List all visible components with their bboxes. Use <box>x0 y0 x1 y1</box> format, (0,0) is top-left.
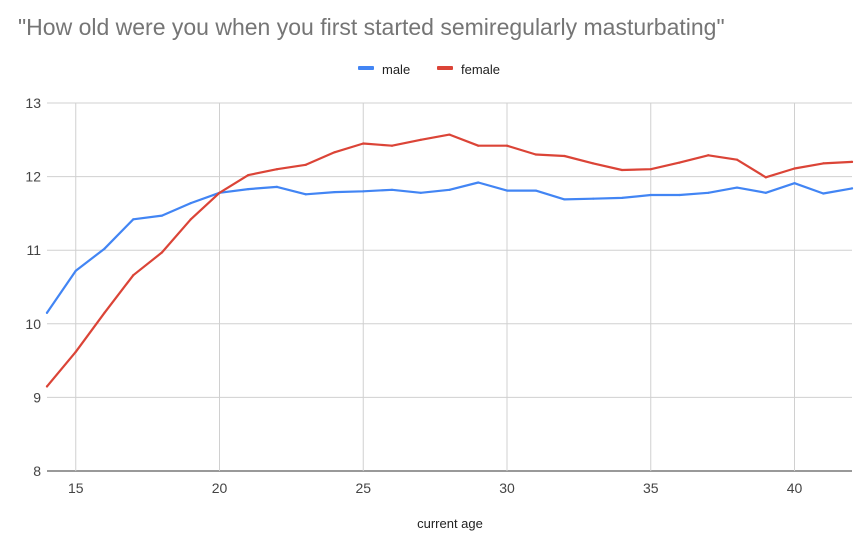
x-tick-label: 20 <box>212 480 228 496</box>
y-tick-label: 12 <box>25 169 41 185</box>
data-point-female <box>218 191 221 194</box>
data-point-female <box>563 154 566 158</box>
x-axis-ticks: 15 20 25 30 35 40 <box>68 480 803 496</box>
x-tick-label: 25 <box>355 480 371 496</box>
data-point-male <box>74 269 77 272</box>
data-point-male <box>45 311 49 314</box>
data-point-female <box>132 274 135 277</box>
data-point-male <box>764 191 767 194</box>
data-point-male <box>160 214 164 217</box>
data-point-male <box>563 198 566 201</box>
data-point-female <box>735 158 739 161</box>
y-tick-label: 8 <box>33 463 41 479</box>
series-line-male <box>45 181 854 314</box>
x-tick-label: 35 <box>643 480 659 496</box>
data-point-female <box>362 142 365 145</box>
x-axis-label: current age <box>417 516 483 531</box>
data-point-male <box>534 189 537 192</box>
data-point-male <box>793 182 796 185</box>
data-point-male <box>678 193 681 197</box>
data-point-male <box>649 193 652 197</box>
data-point-male <box>189 201 192 205</box>
data-point-male <box>448 188 451 191</box>
data-point-female <box>707 154 710 157</box>
y-tick-label: 10 <box>25 316 41 332</box>
data-point-female <box>678 161 681 164</box>
data-point-male <box>362 190 365 193</box>
legend: male female <box>358 62 500 77</box>
data-point-female <box>45 385 49 388</box>
x-tick-label: 40 <box>787 480 803 496</box>
data-point-female <box>333 151 336 154</box>
data-point-female <box>822 162 825 165</box>
data-point-female <box>419 138 422 141</box>
x-tick-label: 15 <box>68 480 84 496</box>
data-point-male <box>822 192 825 195</box>
data-point-male <box>419 191 422 194</box>
y-tick-label: 11 <box>26 242 41 258</box>
data-point-female <box>247 174 250 177</box>
data-point-male <box>247 188 250 191</box>
gridlines <box>47 102 852 472</box>
data-point-female <box>793 167 796 170</box>
x-tick-label: 30 <box>499 480 515 496</box>
data-point-male <box>304 193 307 196</box>
data-point-female <box>103 311 106 314</box>
data-point-male <box>505 189 509 192</box>
chart-title: "How old were you when you first started… <box>18 14 725 40</box>
data-point-female <box>189 218 192 221</box>
y-axis-ticks: 8 9 10 11 12 13 <box>25 95 41 479</box>
data-point-female <box>304 163 307 166</box>
data-point-male <box>275 185 279 189</box>
data-point-female <box>850 160 854 163</box>
data-point-male <box>850 187 854 190</box>
data-point-female <box>534 153 537 156</box>
data-point-female <box>275 168 279 171</box>
data-point-female <box>477 144 480 147</box>
data-point-male <box>592 197 595 200</box>
data-point-female <box>620 168 624 172</box>
legend-swatch-female <box>437 66 453 70</box>
data-point-female <box>505 144 509 147</box>
legend-label-female: female <box>461 62 500 77</box>
data-point-male <box>103 247 106 250</box>
data-point-female <box>592 162 595 165</box>
series-lines <box>45 133 854 388</box>
y-tick-label: 13 <box>25 95 41 111</box>
data-point-male <box>477 181 480 184</box>
legend-swatch-male <box>358 66 374 70</box>
data-point-male <box>735 186 739 189</box>
series-line-female <box>45 133 854 388</box>
data-point-male <box>390 188 394 191</box>
data-point-female <box>649 168 652 171</box>
legend-label-male: male <box>382 62 410 77</box>
data-point-female <box>160 251 164 254</box>
data-point-female <box>74 350 77 353</box>
data-point-female <box>448 133 451 136</box>
data-point-female <box>764 176 767 179</box>
data-point-male <box>132 218 135 221</box>
data-point-male <box>707 191 710 194</box>
y-tick-label: 9 <box>33 389 41 405</box>
data-point-male <box>333 190 336 194</box>
data-point-female <box>390 144 394 147</box>
data-point-male <box>620 196 624 200</box>
